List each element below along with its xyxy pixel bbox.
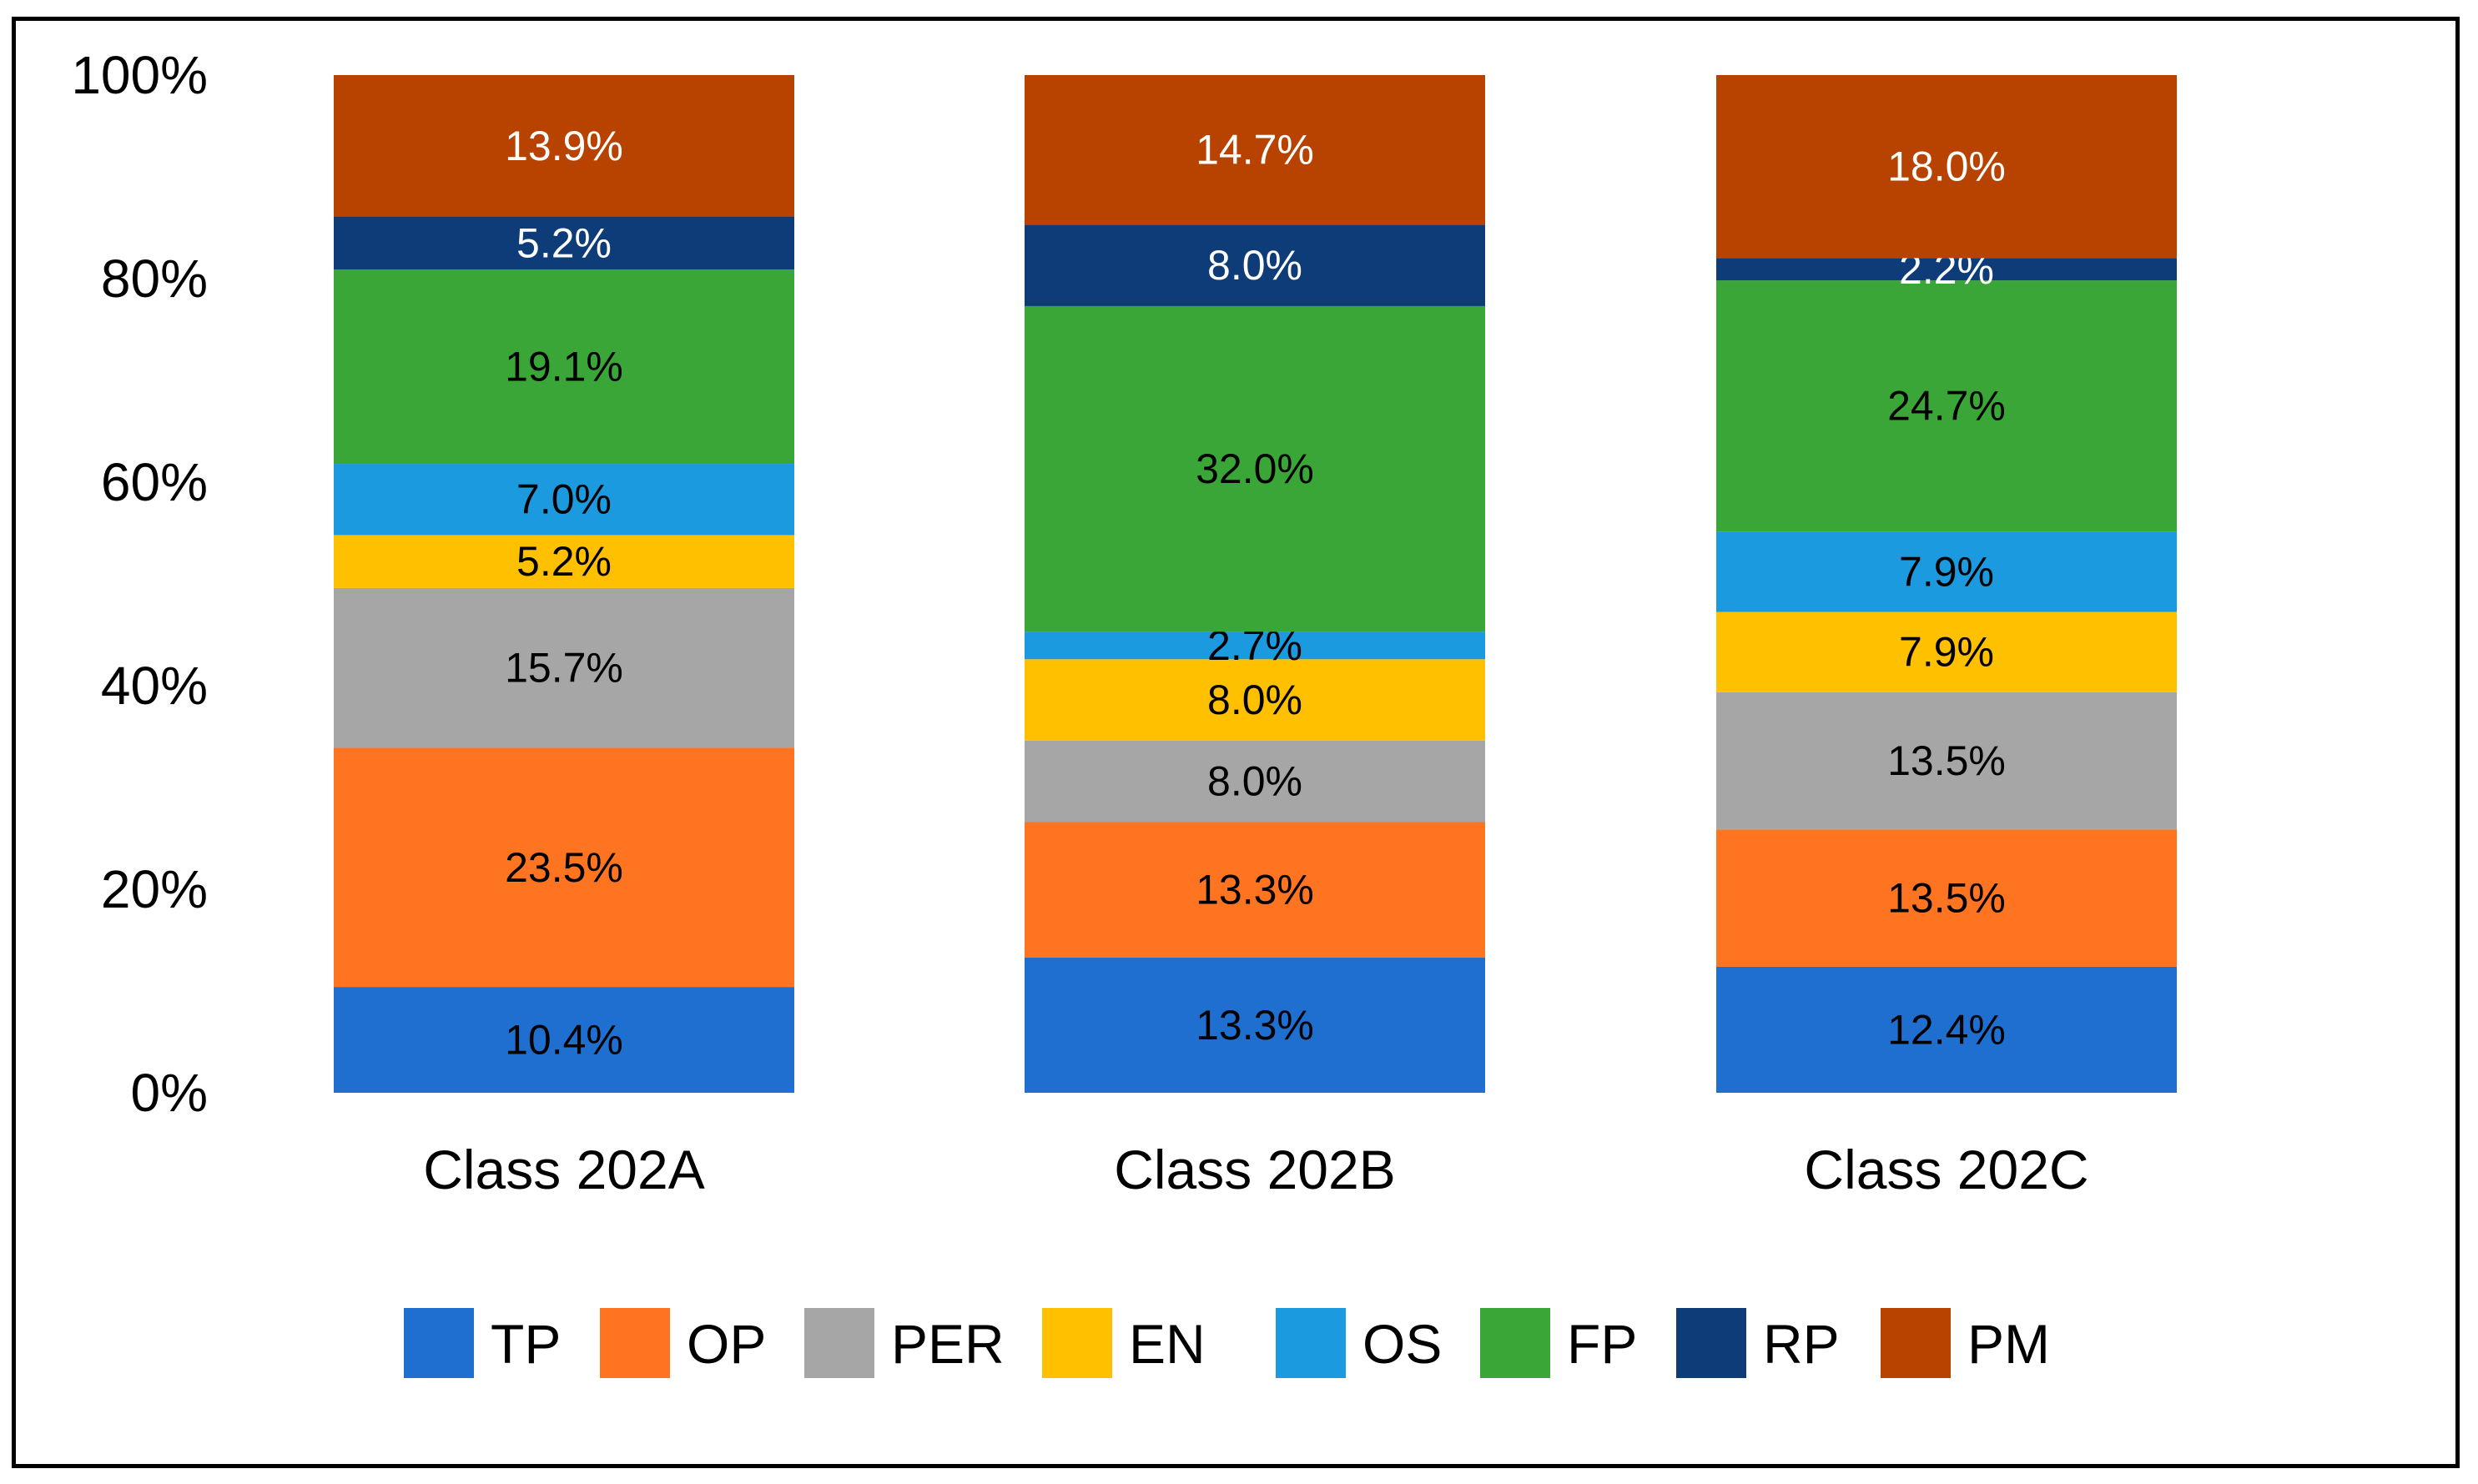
- data-label: 19.1%: [505, 344, 623, 390]
- data-label: 10.4%: [505, 1017, 623, 1064]
- data-label: 5.2%: [516, 219, 612, 266]
- data-label: 18.0%: [1887, 143, 2006, 190]
- legend-swatch: [600, 1308, 670, 1378]
- stacked-bar-chart: 0% 20% 40% 60% 80% 100% 10.4% 23.5% 15.7% 5.2% 7.…: [71, 45, 2177, 1378]
- bar-segment-per: [1716, 692, 2177, 830]
- bar-segment-en: [1716, 611, 2177, 692]
- x-category-label: Class 202A: [423, 1139, 705, 1200]
- x-category-label: Class 202B: [1114, 1139, 1396, 1200]
- bar-segment-pm: [1716, 75, 2177, 259]
- data-label: 7.9%: [1899, 629, 1994, 676]
- legend-item: FP: [1480, 1308, 1637, 1378]
- bar-segment-rp: [334, 216, 794, 270]
- legend-swatch: [1881, 1308, 1951, 1378]
- legend-swatch: [1480, 1308, 1550, 1378]
- bar-segment-tp: [1025, 957, 1485, 1093]
- chart-frame: 0% 20% 40% 60% 80% 100% 10.4% 23.5% 15.7% 5.2% 7.…: [12, 17, 2460, 1468]
- bar-segment-rp: [1716, 258, 2177, 281]
- data-label: 7.9%: [1899, 548, 1994, 595]
- data-label: 15.7%: [505, 645, 623, 692]
- bar-segment-pm: [1025, 75, 1485, 225]
- legend-label: PM: [1967, 1313, 2050, 1375]
- legend-label: OS: [1362, 1313, 1442, 1375]
- y-axis: 0% 20% 40% 60% 80% 100%: [71, 45, 208, 1123]
- data-label: 13.3%: [1196, 1002, 1314, 1049]
- y-tick-label: 100%: [71, 45, 208, 105]
- legend-swatch: [1276, 1308, 1346, 1378]
- bar-segment-fp: [334, 269, 794, 465]
- bar-segment-os: [334, 464, 794, 536]
- bar-segment-fp: [1716, 280, 2177, 532]
- data-label: 12.4%: [1887, 1006, 2006, 1053]
- data-label: 13.5%: [1887, 737, 2006, 784]
- bar-segment-pm: [334, 75, 794, 217]
- legend-swatch: [1042, 1308, 1112, 1378]
- legend-item: EN: [1042, 1308, 1206, 1378]
- legend-label: OP: [687, 1313, 766, 1375]
- legend-item: OP: [600, 1308, 766, 1378]
- data-label: 13.9%: [505, 123, 623, 169]
- legend-label: EN: [1129, 1313, 1206, 1375]
- legend-item: TP: [404, 1308, 561, 1378]
- y-tick-label: 60%: [101, 452, 208, 512]
- legend-item: PER: [804, 1308, 1005, 1378]
- bar-segment-op: [334, 747, 794, 988]
- legend-label: PER: [891, 1313, 1005, 1375]
- bars: 10.4% 23.5% 15.7% 5.2% 7.0% 19.1% 5.2% 13.9% 13.…: [334, 75, 2177, 1093]
- data-label: 23.5%: [505, 844, 623, 891]
- legend-label: RP: [1763, 1313, 1840, 1375]
- data-label: 13.5%: [1887, 875, 2006, 922]
- data-label: 8.0%: [1207, 677, 1302, 723]
- bar-segment-tp: [334, 987, 794, 1093]
- x-axis: Class 202A Class 202B Class 202C: [423, 1139, 2088, 1200]
- legend-item: PM: [1881, 1308, 2050, 1378]
- bar-segment-tp: [1716, 966, 2177, 1093]
- legend-label: FP: [1567, 1313, 1637, 1375]
- bar-stack: 13.3%13.3%8.0%8.0%2.7%32.0%8.0%14.7%: [1025, 75, 1485, 1093]
- legend-item: RP: [1676, 1308, 1840, 1378]
- bar-stack: 10.4% 23.5% 15.7% 5.2% 7.0% 19.1% 5.2% 13.9%: [334, 75, 794, 1093]
- data-label: 13.3%: [1196, 867, 1314, 913]
- bar-segment-fp: [1025, 305, 1485, 632]
- data-label: 8.0%: [1207, 758, 1302, 805]
- y-tick-label: 20%: [101, 859, 208, 919]
- y-tick-label: 0%: [131, 1063, 209, 1123]
- bar-segment-os: [1716, 531, 2177, 612]
- bar-segment-rp: [1025, 224, 1485, 306]
- legend-item: OS: [1276, 1308, 1442, 1378]
- bar-segment-per: [1025, 740, 1485, 822]
- bar-segment-os: [1025, 631, 1485, 660]
- bar-segment-en: [334, 535, 794, 588]
- data-label: 5.2%: [516, 538, 612, 585]
- legend-swatch: [1676, 1308, 1746, 1378]
- bar-stack: 12.4%13.5%13.5%7.9%7.9%24.7%2.2%18.0%: [1716, 75, 2177, 1093]
- legend-label: TP: [491, 1313, 561, 1375]
- y-tick-label: 40%: [101, 656, 208, 716]
- x-category-label: Class 202C: [1804, 1139, 2088, 1200]
- data-label: 32.0%: [1196, 445, 1314, 492]
- data-label: 24.7%: [1887, 383, 2006, 430]
- bar-segment-per: [334, 587, 794, 748]
- y-tick-label: 80%: [101, 249, 208, 309]
- data-label: 7.0%: [516, 476, 612, 523]
- data-label: 14.7%: [1196, 127, 1314, 174]
- data-label: 8.0%: [1207, 242, 1302, 289]
- bar-segment-op: [1716, 829, 2177, 967]
- legend-swatch: [804, 1308, 874, 1378]
- bar-segment-en: [1025, 659, 1485, 741]
- legend: TP OP PER EN OS FP RP PM: [404, 1308, 2050, 1378]
- legend-swatch: [404, 1308, 474, 1378]
- bar-segment-op: [1025, 822, 1485, 958]
